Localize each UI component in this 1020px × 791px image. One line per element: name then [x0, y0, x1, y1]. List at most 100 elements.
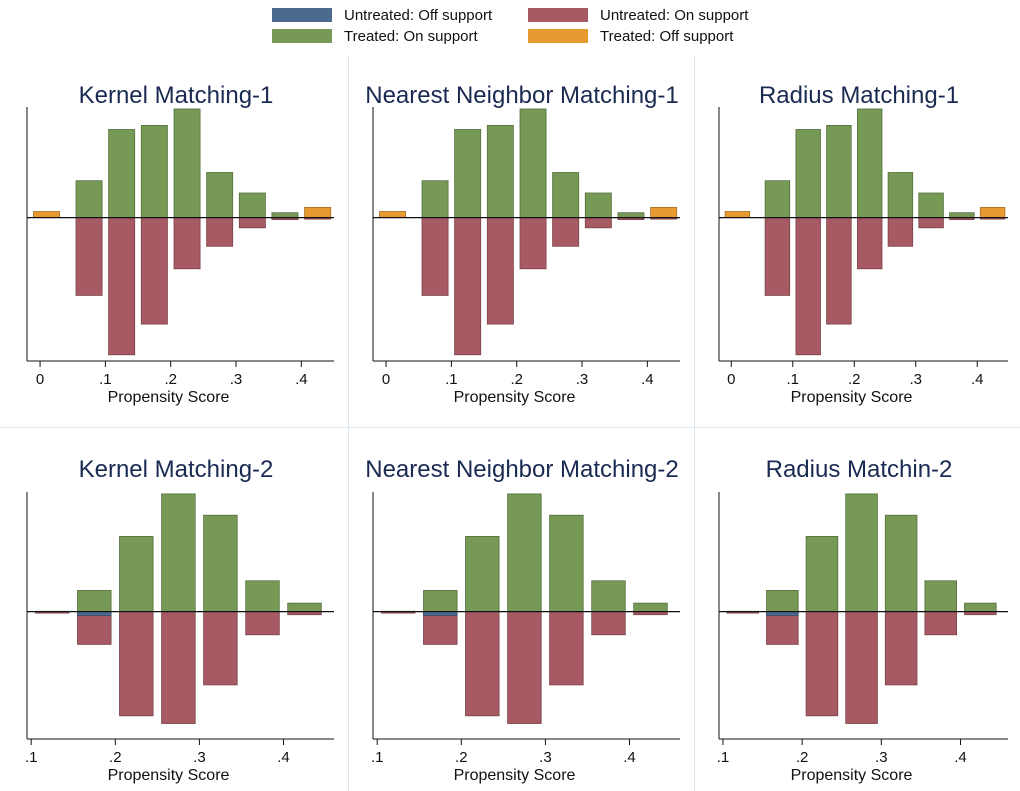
panel-kernel-matching-2: Kernel Matching-2 .1 .2 .3 .4 Propensity Scor… — [0, 429, 346, 791]
x-tick-label: .3 — [875, 749, 888, 766]
chart-title: Kernel Matching-1 — [79, 82, 274, 109]
panel-kernel-matching-1: Kernel Matching-1 0 .1 .2 .3 .4 Propensity Sco… — [0, 55, 346, 425]
legend-item-treated-off-support: Treated: Off support — [528, 26, 733, 46]
bar-treated-on-support — [423, 589, 458, 612]
bar-untreated-on-support — [766, 611, 799, 645]
x-axis-label: Propensity Score — [454, 389, 576, 406]
x-tick-label: .1 — [99, 371, 112, 388]
bar-untreated-on-support — [549, 611, 584, 686]
bar-treated-on-support — [949, 212, 975, 218]
bar-treated-on-support — [845, 493, 878, 612]
chart-title: Nearest Neighbor Matching-1 — [365, 82, 679, 109]
legend-swatch — [272, 8, 332, 22]
bar-untreated-on-support — [486, 217, 514, 325]
bar-untreated-on-support — [75, 217, 103, 296]
chart-title: Radius Matchin-2 — [766, 456, 953, 483]
chart-title: Kernel Matching-2 — [79, 456, 274, 483]
bar-treated-on-support — [173, 108, 201, 218]
bar-treated-off-support — [304, 206, 332, 218]
x-tick-label: .4 — [641, 371, 654, 388]
bar-treated-on-support — [552, 172, 580, 218]
bar-treated-off-support — [724, 211, 751, 218]
chart-svg: Nearest Neighbor Matching-1 0 .1 .2 .3 .4 Prop… — [365, 82, 680, 406]
x-tick-label: .3 — [576, 371, 589, 388]
bar-treated-on-support — [591, 580, 626, 613]
x-tick-label: .3 — [539, 749, 552, 766]
x-tick-label: .1 — [371, 749, 384, 766]
bar-untreated-on-support — [507, 611, 542, 724]
x-axis-label: Propensity Score — [791, 767, 913, 784]
bar-untreated-on-support — [108, 217, 136, 356]
bar-untreated-on-support — [423, 611, 458, 645]
legend-label: Untreated: On support — [600, 6, 749, 24]
bar-treated-on-support — [766, 589, 799, 612]
bar-treated-on-support — [549, 514, 584, 613]
bar-treated-on-support — [486, 125, 514, 218]
bar-untreated-on-support — [826, 217, 852, 325]
bar-untreated-on-support — [856, 217, 883, 270]
chart-svg: Nearest Neighbor Matching-2 .1 .2 .3 .4 Prope… — [365, 456, 680, 784]
bar-treated-on-support — [633, 602, 668, 613]
bar-untreated-on-support — [795, 217, 821, 356]
bar-untreated-on-support — [764, 217, 791, 296]
bar-untreated-on-support — [245, 611, 280, 636]
panel-nearest-neighbor-matching-1: Nearest Neighbor Matching-1 0 .1 .2 .3 .4 Prop… — [346, 55, 692, 425]
x-tick-label: .2 — [455, 749, 468, 766]
bar-treated-on-support — [77, 589, 112, 612]
x-tick-label: .2 — [796, 749, 809, 766]
x-tick-label: .2 — [848, 371, 861, 388]
bar-treated-on-support — [584, 192, 612, 219]
x-tick-label: .3 — [230, 371, 243, 388]
chart-svg: Radius Matchin-2 .1 .2 .3 .4 Propensity Score — [717, 456, 1008, 784]
bar-untreated-on-support — [206, 217, 234, 247]
legend-swatch — [528, 8, 588, 22]
bar-untreated-on-support — [845, 611, 878, 724]
bar-treated-on-support — [287, 602, 322, 613]
bar-treated-off-support — [650, 206, 678, 218]
legend-label: Treated: Off support — [600, 27, 734, 45]
bar-treated-off-support — [33, 211, 61, 218]
bar-untreated-on-support — [421, 217, 449, 296]
bar-untreated-on-support — [918, 217, 944, 229]
bar-treated-on-support — [918, 192, 944, 219]
bar-untreated-on-support — [591, 611, 626, 636]
bar-untreated-on-support — [805, 611, 839, 717]
bar-treated-on-support — [140, 125, 168, 218]
x-tick-label: .1 — [717, 749, 730, 766]
x-tick-label: .3 — [910, 371, 923, 388]
x-tick-label: .4 — [623, 749, 636, 766]
x-tick-label: .2 — [164, 371, 177, 388]
bar-treated-on-support — [507, 493, 542, 612]
panel-divider — [0, 427, 1020, 428]
x-tick-label: .4 — [277, 749, 290, 766]
bar-treated-off-support — [979, 206, 1006, 218]
bar-treated-on-support — [884, 514, 918, 613]
bar-untreated-on-support — [465, 611, 500, 717]
bar-untreated-on-support — [454, 217, 482, 356]
bar-treated-on-support — [617, 212, 645, 218]
bar-untreated-on-support — [238, 217, 266, 229]
panel-nearest-neighbor-matching-2: Nearest Neighbor Matching-2 .1 .2 .3 .4 Prope… — [346, 429, 692, 791]
bar-treated-on-support — [964, 602, 997, 613]
panel-divider — [694, 55, 695, 791]
x-tick-label: .4 — [971, 371, 984, 388]
bar-treated-on-support — [924, 580, 957, 613]
bar-treated-on-support — [856, 108, 883, 218]
bar-treated-on-support — [238, 192, 266, 219]
legend-item-untreated-off-support: Untreated: Off support — [272, 5, 492, 25]
bar-treated-on-support — [421, 180, 449, 218]
bar-untreated-on-support — [584, 217, 612, 229]
legend-swatch — [272, 29, 332, 43]
legend-label: Treated: On support — [344, 27, 478, 45]
bar-treated-on-support — [454, 129, 482, 218]
legend-swatch — [528, 29, 588, 43]
chart-svg: Kernel Matching-2 .1 .2 .3 .4 Propensity Scor… — [25, 456, 334, 784]
bar-treated-on-support — [119, 536, 154, 613]
bar-treated-on-support — [203, 514, 238, 613]
x-axis-label: Propensity Score — [454, 767, 576, 784]
x-axis-label: Propensity Score — [108, 389, 230, 406]
legend-item-treated-on-support: Treated: On support — [272, 26, 478, 46]
bar-treated-on-support — [271, 212, 299, 218]
chart-grid: Kernel Matching-1 0 .1 .2 .3 .4 Propensity Sco… — [0, 55, 1020, 791]
x-tick-label: .4 — [295, 371, 308, 388]
